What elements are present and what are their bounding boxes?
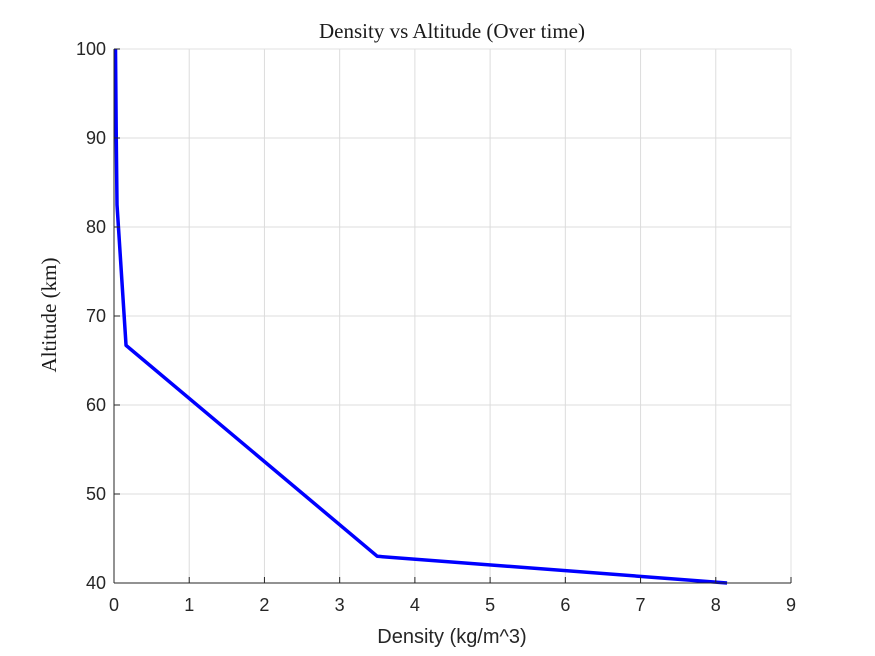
y-tick-labels: 40 50 60 70 80 90 100 — [76, 39, 106, 593]
x-tick-label: 8 — [711, 595, 721, 615]
x-tick-label: 1 — [184, 595, 194, 615]
x-tick-label: 7 — [636, 595, 646, 615]
x-tick-label: 4 — [410, 595, 420, 615]
series-line — [113, 48, 728, 585]
plot-box — [114, 48, 792, 583]
chart-title: Density vs Altitude (Over time) — [319, 19, 585, 43]
y-tick-label: 40 — [86, 573, 106, 593]
x-tick-label: 0 — [109, 595, 119, 615]
x-tick-label: 2 — [259, 595, 269, 615]
x-tick-label: 6 — [560, 595, 570, 615]
y-axis-label: Altitude (km) — [37, 258, 61, 373]
y-tick-label: 60 — [86, 395, 106, 415]
y-tick-label: 50 — [86, 484, 106, 504]
series-layer — [113, 48, 728, 585]
x-axis-label: Density (kg/m^3) — [377, 626, 526, 648]
y-tick-label: 100 — [76, 39, 106, 59]
x-tick-labels: 0 1 2 3 4 5 6 7 8 9 — [109, 595, 796, 615]
x-tick-label: 5 — [485, 595, 495, 615]
y-tick-label: 80 — [86, 217, 106, 237]
x-tick-label: 3 — [335, 595, 345, 615]
x-tick-label: 9 — [786, 595, 796, 615]
y-tick-label: 90 — [86, 128, 106, 148]
grid — [114, 48, 792, 583]
axes — [113, 48, 792, 584]
y-tick-label: 70 — [86, 306, 106, 326]
